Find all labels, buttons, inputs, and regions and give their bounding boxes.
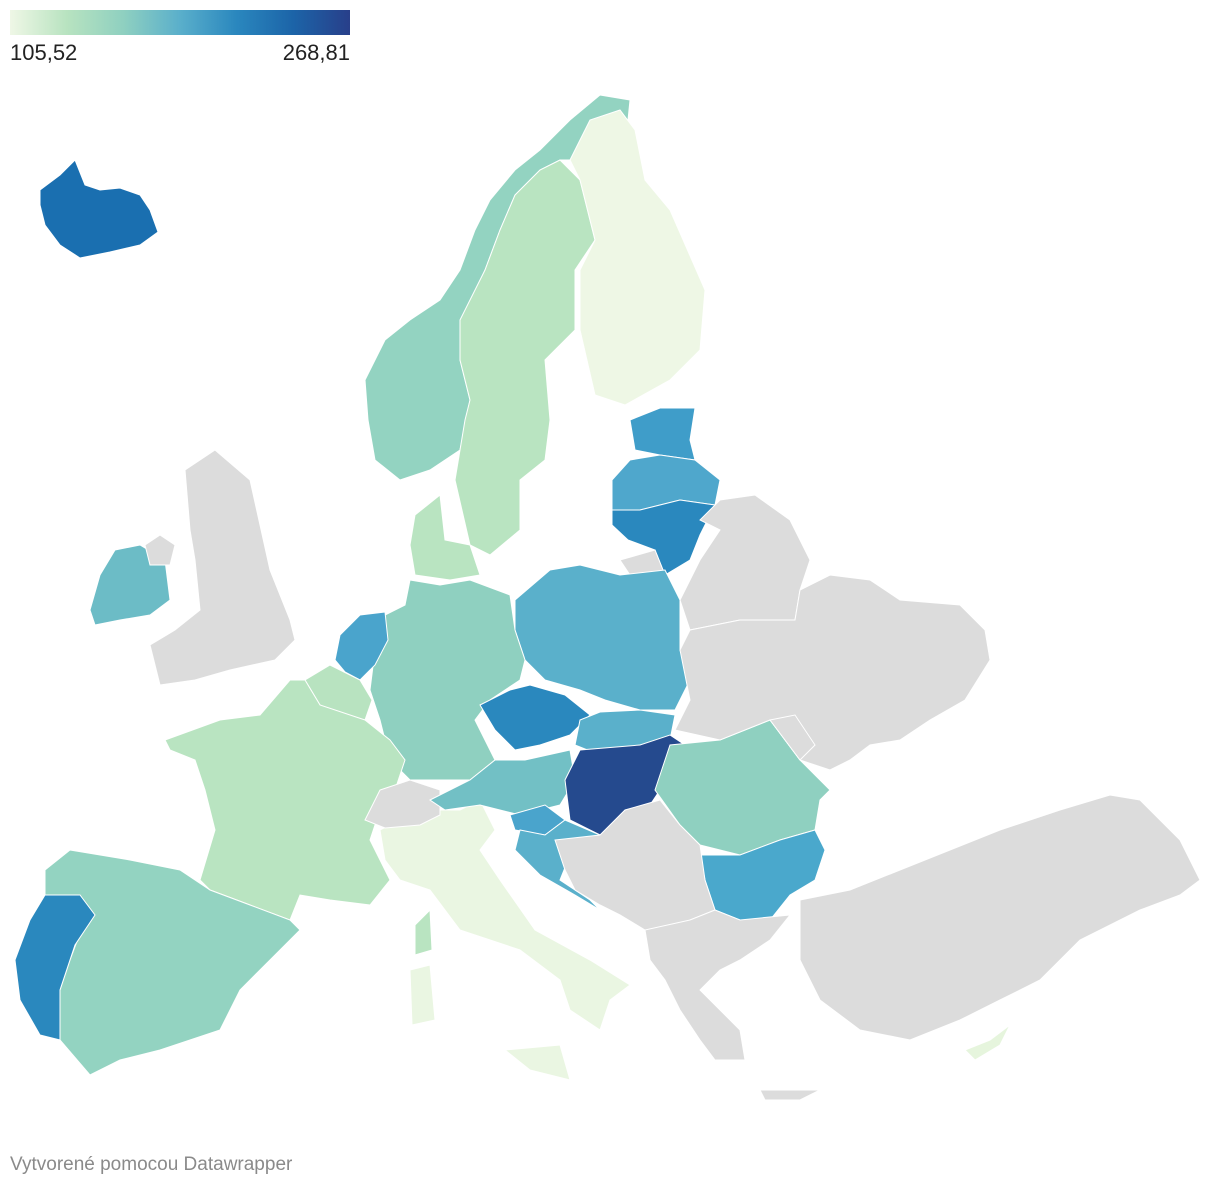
country	[144, 534, 176, 566]
country	[409, 964, 436, 1026]
country	[769, 714, 816, 761]
legend-min-label: 105,52	[10, 40, 77, 65]
country	[674, 574, 991, 771]
footer: Vytvorené pomocou Datawrapper	[10, 1154, 293, 1175]
legend-gradient	[10, 10, 350, 35]
country	[409, 494, 481, 581]
country	[514, 564, 691, 711]
country	[644, 909, 792, 1061]
countries	[14, 94, 1201, 1101]
country	[503, 1044, 571, 1081]
country	[164, 679, 406, 921]
country	[569, 109, 706, 406]
country	[611, 499, 716, 576]
country	[759, 1089, 821, 1101]
country	[629, 407, 696, 461]
country	[611, 454, 721, 511]
country	[39, 159, 159, 259]
country	[964, 1024, 1011, 1061]
country	[799, 794, 1201, 1041]
country	[14, 894, 96, 1041]
legend-max-label: 268,81	[283, 40, 350, 65]
country	[414, 908, 433, 956]
country	[454, 159, 596, 556]
country	[149, 449, 296, 686]
